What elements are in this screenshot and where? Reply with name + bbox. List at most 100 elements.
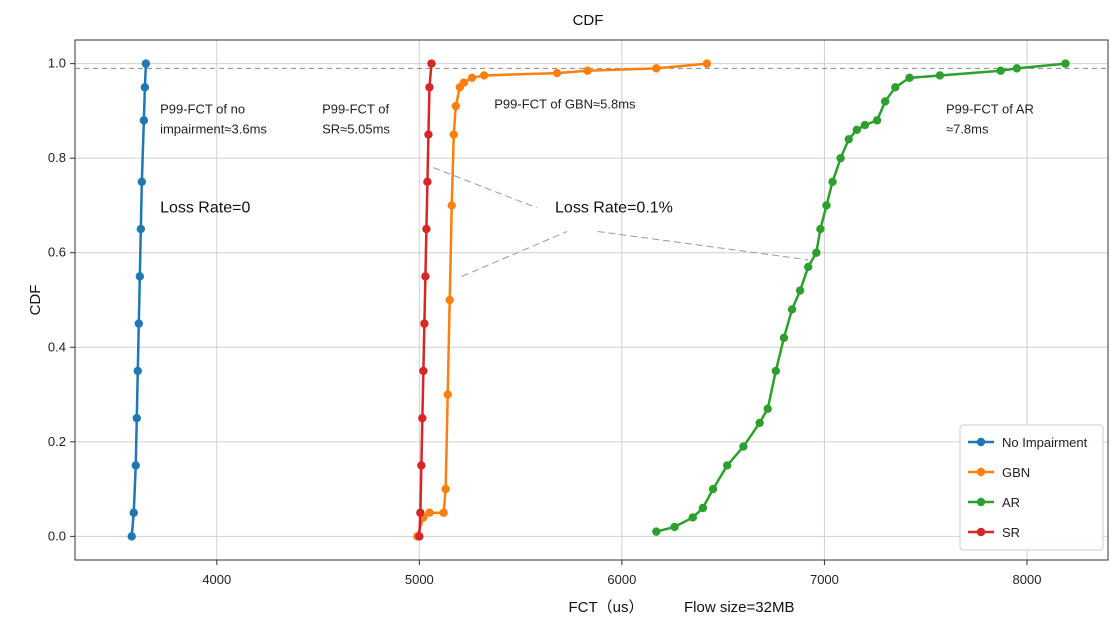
data-point xyxy=(763,404,772,413)
data-point xyxy=(479,71,489,80)
data-point xyxy=(723,461,732,470)
data-point xyxy=(449,130,458,139)
data-point xyxy=(424,130,433,139)
data-point xyxy=(670,522,679,532)
series-ar xyxy=(652,59,1070,536)
annotation-text: Loss Rate=0 xyxy=(160,200,250,217)
data-point xyxy=(795,286,805,295)
annotation-text: P99-FCT of GBN≈5.8ms xyxy=(494,97,636,112)
series-line xyxy=(130,63,148,537)
data-point xyxy=(447,201,456,210)
data-point xyxy=(860,120,870,130)
y-tick-label: 0.2 xyxy=(48,434,66,449)
data-point xyxy=(443,390,452,399)
series-gbn xyxy=(413,59,712,541)
annotation-text: SR≈5.05ms xyxy=(322,121,390,136)
data-point xyxy=(132,413,141,423)
data-point xyxy=(688,513,697,522)
annotation-pointer-line xyxy=(597,230,809,261)
legend-swatch-marker xyxy=(976,527,986,537)
data-point xyxy=(418,413,427,423)
series-line xyxy=(418,63,433,537)
data-point xyxy=(1012,64,1022,73)
annotations: P99-FCT of no impairment≈3.6ms P99-FCT of S… xyxy=(160,97,1034,217)
annotation-text: P99-FCT of no xyxy=(160,101,245,116)
data-point xyxy=(935,71,945,80)
data-point xyxy=(812,248,821,257)
data-point xyxy=(139,116,149,125)
data-point xyxy=(652,527,661,536)
data-point xyxy=(755,418,764,428)
annotation-text: ≈7.8ms xyxy=(946,121,989,136)
data-point xyxy=(420,319,429,328)
y-tick-label: 0.8 xyxy=(48,150,66,165)
data-point xyxy=(698,503,708,513)
legend[interactable]: No Impairment GBN AR SR xyxy=(959,424,1104,551)
data-point xyxy=(423,177,432,187)
data-point xyxy=(804,262,813,272)
data-point xyxy=(451,101,460,111)
legend-entry: GBN xyxy=(1002,465,1030,480)
y-tick-label: 1.0 xyxy=(48,56,66,71)
grid-lines xyxy=(75,40,1108,560)
x-tick-label: 4000 xyxy=(202,572,231,587)
x-tick-label: 5000 xyxy=(405,572,434,587)
legend-swatch-marker xyxy=(976,437,986,447)
data-point xyxy=(652,64,661,73)
data-point xyxy=(880,97,890,106)
data-point xyxy=(417,461,426,470)
series-no-impairment xyxy=(127,59,151,541)
data-point xyxy=(445,295,454,305)
data-point xyxy=(136,224,146,234)
data-point xyxy=(129,508,138,517)
data-point xyxy=(583,66,592,75)
annotation-text: P99-FCT of AR xyxy=(946,101,1034,116)
legend-box xyxy=(959,424,1104,551)
axis-ticks: 4000 5000 6000 7000 8000 0.0 0.2 0.4 0.6 0.8 1.0 xyxy=(48,56,1042,587)
data-point xyxy=(467,73,477,83)
data-point xyxy=(459,78,469,87)
annotation-text: P99-FCT of xyxy=(322,101,389,116)
legend-entry: SR xyxy=(1002,525,1020,540)
data-point xyxy=(779,333,789,343)
y-tick-label: 0.0 xyxy=(48,528,66,543)
data-point xyxy=(872,116,882,125)
plot-frame xyxy=(74,39,1109,561)
series-sr xyxy=(415,59,436,541)
legend-swatch-marker xyxy=(976,467,986,477)
annotation-text: Loss Rate=0.1% xyxy=(555,200,673,217)
legend-entry: No Impairment xyxy=(1002,435,1088,450)
legend-entry: AR xyxy=(1002,495,1020,510)
data-point xyxy=(135,272,145,281)
data-point xyxy=(416,508,425,517)
annotation-pointer-line xyxy=(433,167,537,209)
data-point xyxy=(133,366,142,376)
data-point xyxy=(771,366,781,376)
annotation-text: impairment≈3.6ms xyxy=(160,121,267,136)
data-point xyxy=(816,224,825,234)
y-tick-label: 0.6 xyxy=(48,245,66,260)
legend-swatch-marker xyxy=(976,497,986,507)
data-point xyxy=(739,442,748,451)
data-point xyxy=(439,508,448,517)
x-tick-label: 7000 xyxy=(810,572,839,587)
data-point xyxy=(425,83,434,92)
data-point xyxy=(425,508,434,517)
data-point xyxy=(421,272,430,281)
flow-size-label: Flow size=32MB xyxy=(684,599,794,616)
data-point xyxy=(836,153,845,163)
data-point xyxy=(844,135,853,144)
data-point xyxy=(134,319,144,328)
data-point xyxy=(822,201,831,210)
x-tick-label: 6000 xyxy=(607,572,636,587)
annotation-pointers xyxy=(433,167,809,277)
data-point xyxy=(905,73,914,83)
data-point xyxy=(787,305,797,314)
data-point xyxy=(415,532,424,541)
data-point xyxy=(891,83,900,92)
data-point xyxy=(427,59,436,68)
data-point xyxy=(828,177,837,187)
data-point xyxy=(1061,59,1070,68)
